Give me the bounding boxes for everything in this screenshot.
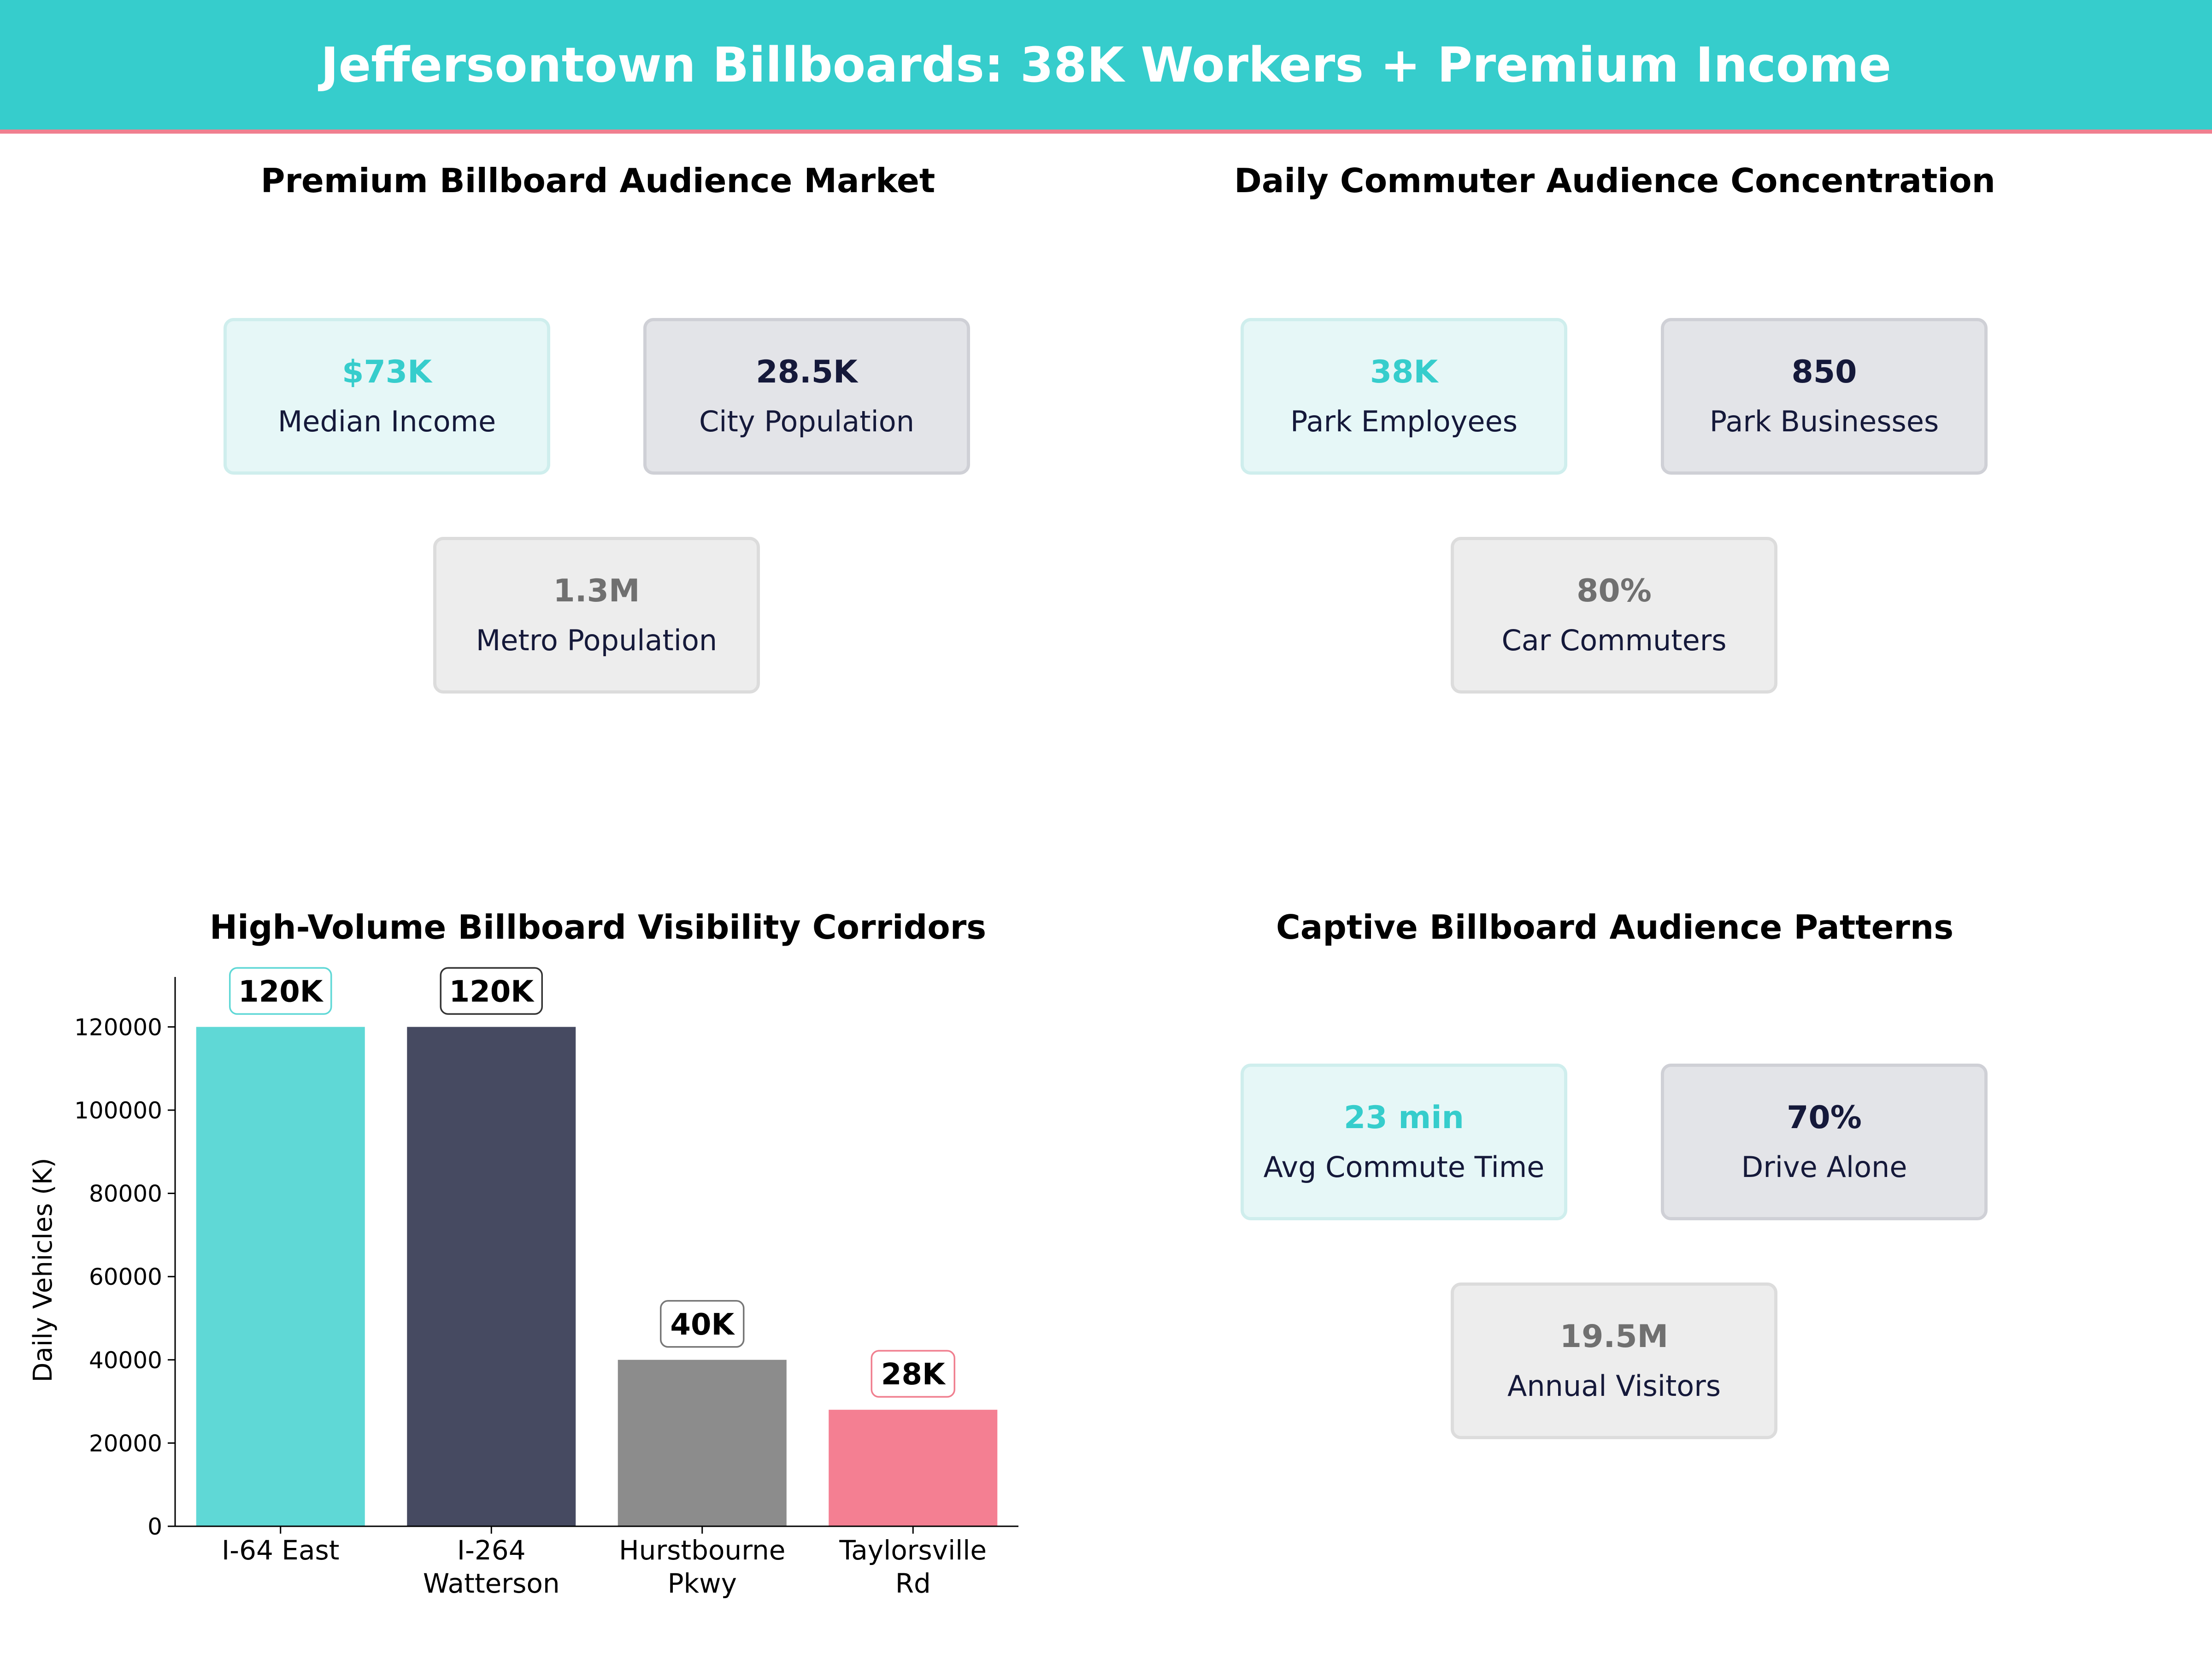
data-label-box xyxy=(229,967,332,1015)
y-tick-label: 40000 xyxy=(89,1347,162,1374)
y-tick-label: 20000 xyxy=(89,1430,162,1457)
y-tick-label: 0 xyxy=(147,1513,162,1540)
stat-label: Car Commuters xyxy=(1501,624,1727,657)
x-tick-label: Hurstbourne xyxy=(619,1535,786,1566)
stat-label: Median Income xyxy=(277,405,496,438)
stat-label: Avg Commute Time xyxy=(1263,1150,1545,1184)
x-tick-label: Rd xyxy=(895,1568,931,1599)
panel-title-audience-patterns: Captive Billboard Audience Patterns xyxy=(1276,908,1954,947)
header-banner: Jeffersontown Billboards: 38K Workers + … xyxy=(0,0,2212,134)
stat-value: 70% xyxy=(1787,1100,1862,1136)
bar xyxy=(618,1359,787,1526)
chart-title: High-Volume Billboard Visibility Corrido… xyxy=(209,908,987,947)
stat-value: 23 min xyxy=(1344,1100,1464,1136)
x-tick-label: Pkwy xyxy=(668,1568,737,1599)
stat-label: Metro Population xyxy=(476,624,718,657)
stat-value: 850 xyxy=(1791,354,1857,390)
x-tick-label: I-264 xyxy=(457,1535,526,1566)
page-title: Jeffersontown Billboards: 38K Workers + … xyxy=(320,36,1892,93)
data-label: 120K xyxy=(238,975,324,1009)
stat-card-park-employees: 38K Park Employees xyxy=(1241,318,1567,475)
data-label-box xyxy=(660,1300,745,1348)
y-tick-label: 100000 xyxy=(74,1097,162,1124)
stat-value: 1.3M xyxy=(553,573,640,609)
data-label-box xyxy=(871,1350,955,1398)
y-tick-label: 120000 xyxy=(74,1014,162,1041)
bar xyxy=(829,1410,998,1526)
panel-title-audience-market: Premium Billboard Audience Market xyxy=(260,161,935,200)
value-label-series: 120K 120K 40K 28K xyxy=(229,967,955,1398)
stat-label: Annual Visitors xyxy=(1507,1369,1721,1403)
stat-card-metro-population: 1.3M Metro Population xyxy=(433,537,760,694)
y-tick-label: 60000 xyxy=(89,1264,162,1290)
data-label: 40K xyxy=(670,1308,735,1342)
stat-card-drive-alone: 70% Drive Alone xyxy=(1661,1064,1988,1220)
stat-value: 80% xyxy=(1577,573,1652,609)
stat-card-median-income: $73K Median Income xyxy=(224,318,550,475)
stat-label: City Population xyxy=(699,405,914,438)
bar-series xyxy=(196,1027,998,1526)
stat-label: Drive Alone xyxy=(1741,1150,1907,1184)
y-tick-label: 80000 xyxy=(89,1181,162,1207)
stat-value: $73K xyxy=(342,354,432,390)
stat-card-car-commuters: 80% Car Commuters xyxy=(1451,537,1777,694)
stat-value: 28.5K xyxy=(756,354,858,390)
stat-label: Park Employees xyxy=(1290,405,1518,438)
data-label: 120K xyxy=(449,975,535,1009)
bar xyxy=(407,1027,576,1526)
data-label-box xyxy=(440,967,543,1015)
y-axis-label: Daily Vehicles (K) xyxy=(28,1158,58,1382)
panel-title-commuter-concentration: Daily Commuter Audience Concentration xyxy=(1234,161,1995,200)
x-tick-label: Watterson xyxy=(423,1568,560,1599)
stat-value: 38K xyxy=(1370,354,1438,390)
stat-card-annual-visitors: 19.5M Annual Visitors xyxy=(1451,1282,1777,1439)
x-tick-label: I-64 East xyxy=(222,1535,339,1566)
bar xyxy=(196,1027,365,1526)
x-tick-label: Taylorsville xyxy=(839,1535,987,1566)
stat-card-avg-commute-time: 23 min Avg Commute Time xyxy=(1241,1064,1567,1220)
stat-card-park-businesses: 850 Park Businesses xyxy=(1661,318,1988,475)
stat-card-city-population: 28.5K City Population xyxy=(643,318,970,475)
stat-value: 19.5M xyxy=(1559,1318,1669,1355)
data-label: 28K xyxy=(881,1358,946,1392)
stat-label: Park Businesses xyxy=(1709,405,1939,438)
